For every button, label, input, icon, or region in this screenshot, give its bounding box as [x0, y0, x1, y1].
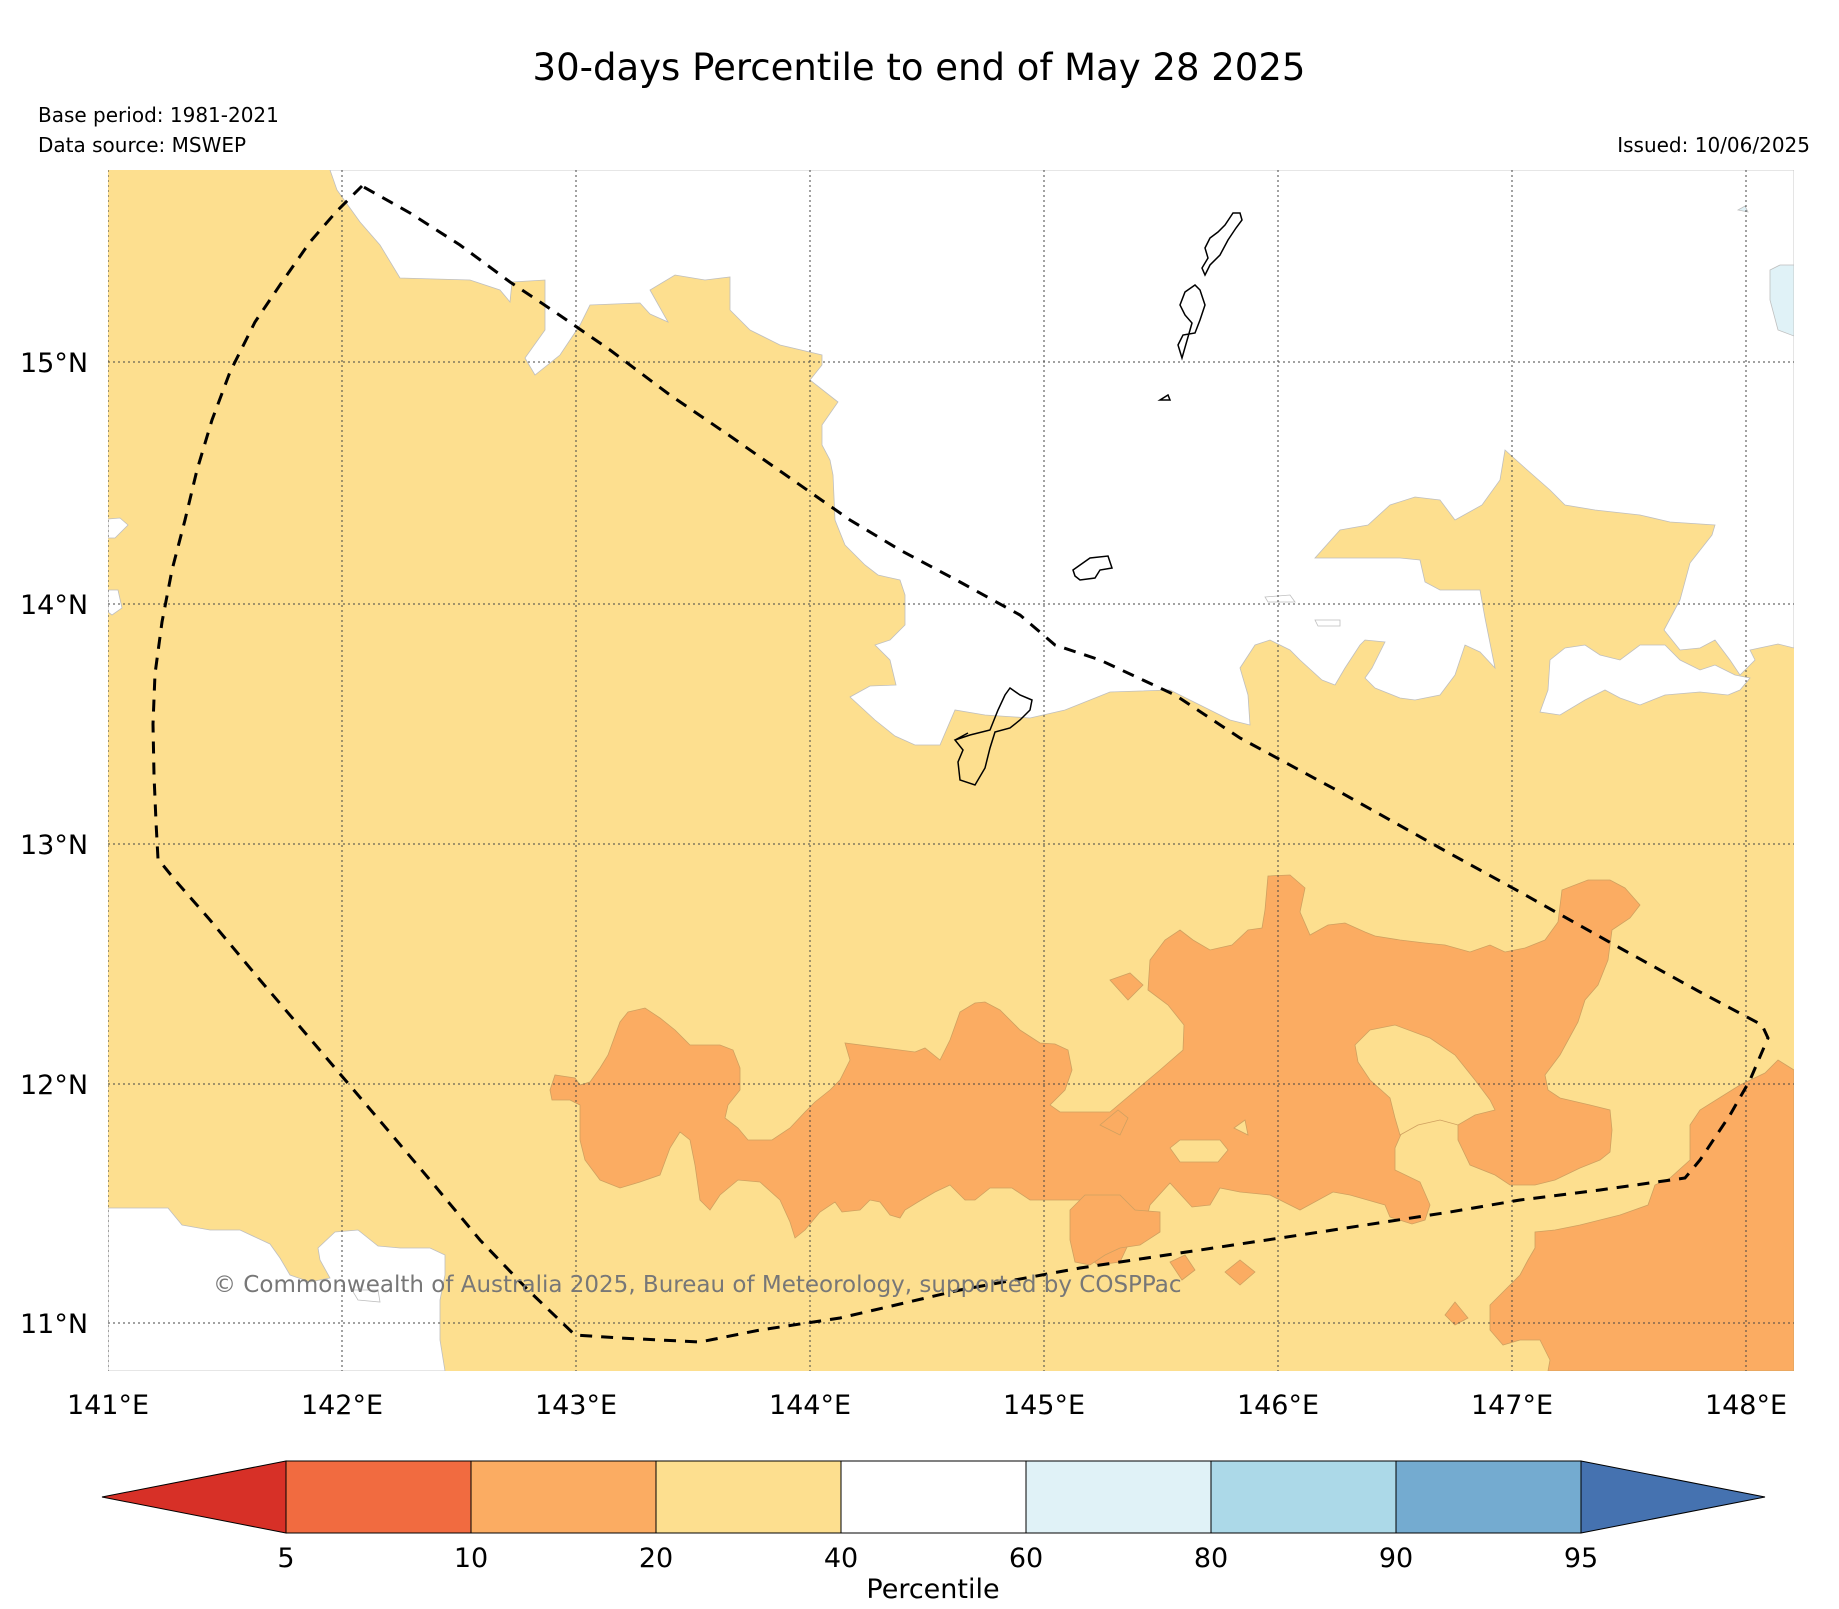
- lat-label-11: 11°N: [20, 1309, 88, 1340]
- aguijan-island-outline: [1157, 393, 1172, 401]
- lon-label-146: 146°E: [1237, 1390, 1319, 1421]
- colorbar-label: Percentile: [866, 1574, 999, 1605]
- lon-label-145: 145°E: [1003, 1390, 1085, 1421]
- map-gridlines: [108, 170, 1794, 1371]
- lon-label-142: 142°E: [301, 1390, 383, 1421]
- orange-region-south-small-3: [1444, 1301, 1469, 1326]
- saipan-island-outline: [1201, 212, 1243, 277]
- colorbar-segment-90-95: [1395, 1460, 1582, 1534]
- base-period-label: Base period: 1981-2021: [38, 103, 279, 127]
- colorbar-low-extension: [101, 1460, 287, 1534]
- percentile-20-40-holes: [1169, 1024, 1496, 1163]
- colorbar-tick-10: 10: [454, 1543, 488, 1574]
- white-region-north: [329, 170, 1794, 746]
- colorbar-segment-5-10: [285, 1460, 472, 1534]
- colorbar-segment-60-80: [1025, 1460, 1212, 1534]
- white-region-west-small: [108, 589, 123, 616]
- yellow-hole-central: [1169, 1139, 1229, 1163]
- rota-island-outline: [1072, 555, 1113, 581]
- white-region-mid-east: [1539, 644, 1751, 716]
- percentile-60-80-regions: [1736, 205, 1794, 337]
- copyright-notice: © Commonwealth of Australia 2025, Bureau…: [213, 1272, 1182, 1298]
- white-region-southwest: [108, 1207, 446, 1371]
- colorbar-tick-95: 95: [1564, 1543, 1598, 1574]
- lat-label-12: 12°N: [20, 1070, 88, 1101]
- orange-region-south-blob: [1069, 1194, 1161, 1266]
- lat-label-15: 15°N: [20, 348, 88, 379]
- lon-label-148: 148°E: [1705, 1390, 1787, 1421]
- orange-region-small-west: [1109, 972, 1144, 1001]
- longitude-labels: 141°E 142°E 143°E 144°E 145°E 146°E 147°…: [67, 1390, 1787, 1421]
- colorbar-tick-5: 5: [277, 1543, 294, 1574]
- tinian-island-outline: [1177, 284, 1206, 361]
- issued-date-label: Issued: 10/06/2025: [1617, 133, 1810, 157]
- latitude-labels: 15°N 14°N 13°N 12°N 11°N: [20, 348, 88, 1340]
- orange-region-southeast: [1489, 1059, 1794, 1371]
- lightblue-region-northeast: [1769, 264, 1794, 337]
- colorbar-tick-90: 90: [1379, 1543, 1413, 1574]
- lon-label-143: 143°E: [535, 1390, 617, 1421]
- white-region-islet-2: [1314, 619, 1341, 627]
- lat-label-14: 14°N: [20, 590, 88, 621]
- lon-label-144: 144°E: [769, 1390, 851, 1421]
- colorbar-high-extension: [1580, 1460, 1766, 1534]
- map-title: 30-days Percentile to end of May 28 2025: [533, 46, 1306, 89]
- island-coastlines: [953, 212, 1243, 786]
- percentile-40-60-regions: [108, 170, 1794, 1371]
- colorbar-segment-80-90: [1210, 1460, 1397, 1534]
- data-source-label: Data source: MSWEP: [38, 133, 246, 157]
- guam-island-outline: [953, 686, 1033, 786]
- colorbar-tick-40: 40: [824, 1543, 858, 1574]
- white-region-islet-1: [1264, 594, 1296, 603]
- colorbar-segment-20-40: [655, 1460, 842, 1534]
- yellow-hole-small: [1233, 1119, 1249, 1136]
- lon-label-141: 141°E: [67, 1390, 149, 1421]
- orange-region-central-hole-cover: [1099, 1109, 1129, 1136]
- percentile-colorbar: 5 10 20 40 60 80 90 95 Percentile: [101, 1460, 1766, 1605]
- orange-region-south-small-2: [1224, 1259, 1256, 1286]
- white-region-west-coast: [108, 517, 129, 539]
- eez-boundary-dashed: [151, 184, 1770, 1344]
- lon-label-147: 147°E: [1471, 1390, 1553, 1421]
- colorbar-tick-60: 60: [1009, 1543, 1043, 1574]
- map-area: [108, 170, 1794, 1371]
- lat-label-13: 13°N: [20, 830, 88, 861]
- percentile-10-20-regions: [549, 874, 1794, 1371]
- colorbar-segment-10-20: [470, 1460, 657, 1534]
- orange-region-central: [549, 874, 1641, 1266]
- colorbar-tick-80: 80: [1194, 1543, 1228, 1574]
- colorbar-tick-20: 20: [639, 1543, 673, 1574]
- white-region-southwest-islet: [351, 1289, 381, 1303]
- colorbar-segment-40-60: [840, 1460, 1027, 1534]
- orange-region-south-small-1: [1169, 1254, 1196, 1281]
- yellow-hole-central-east: [1354, 1024, 1496, 1136]
